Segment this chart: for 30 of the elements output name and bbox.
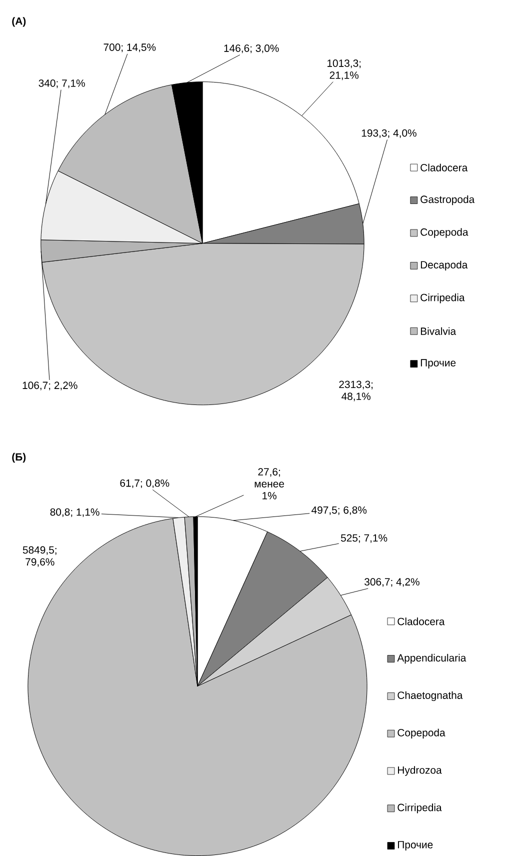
- legend-label: Chaetognatha: [398, 691, 463, 702]
- data-label: 1013,3; 21,1%: [328, 60, 361, 80]
- legend-label: Gastropoda: [420, 195, 475, 206]
- legend-label: Прочие: [421, 359, 456, 369]
- data-label: 106,7; 2,2%: [22, 382, 78, 390]
- chart-title: (Б): [12, 452, 26, 463]
- legend-label: Cladocera: [398, 618, 445, 626]
- data-label: 146,6; 3,0%: [224, 44, 279, 54]
- data-label: 497,5; 6,8%: [312, 506, 367, 515]
- data-label: 700; 14,5%: [104, 44, 156, 52]
- legend-label: Appendicularia: [397, 654, 466, 664]
- data-label: 193,3; 4,0%: [362, 129, 417, 138]
- data-label: 61,7; 0,8%: [120, 479, 170, 488]
- legend-label: Cirripedia: [398, 804, 442, 814]
- legend-label: Cladocera: [420, 164, 468, 172]
- legend-label: Hydrozoa: [398, 766, 442, 776]
- data-label: 2313,3; 48,1%: [339, 380, 373, 402]
- legend-label: Copepoda: [420, 228, 468, 238]
- data-label: 80,8; 1,1%: [50, 508, 100, 517]
- legend-label: Прочие: [398, 841, 433, 850]
- legend-label: Bivalvia: [421, 327, 456, 335]
- data-label: 340; 7,1%: [38, 79, 86, 88]
- data-label: 5849,5; 79,6%: [23, 546, 57, 567]
- chart-title: (А): [12, 17, 26, 27]
- legend-label: Decapoda: [421, 260, 468, 271]
- data-label: 525; 7,1%: [341, 534, 388, 543]
- data-label: 27,6; менее 1%: [255, 468, 284, 500]
- legend-label: Copepoda: [398, 728, 446, 738]
- legend-label: Cirripedia: [420, 294, 465, 304]
- data-label: 306,7; 4,2%: [364, 578, 420, 587]
